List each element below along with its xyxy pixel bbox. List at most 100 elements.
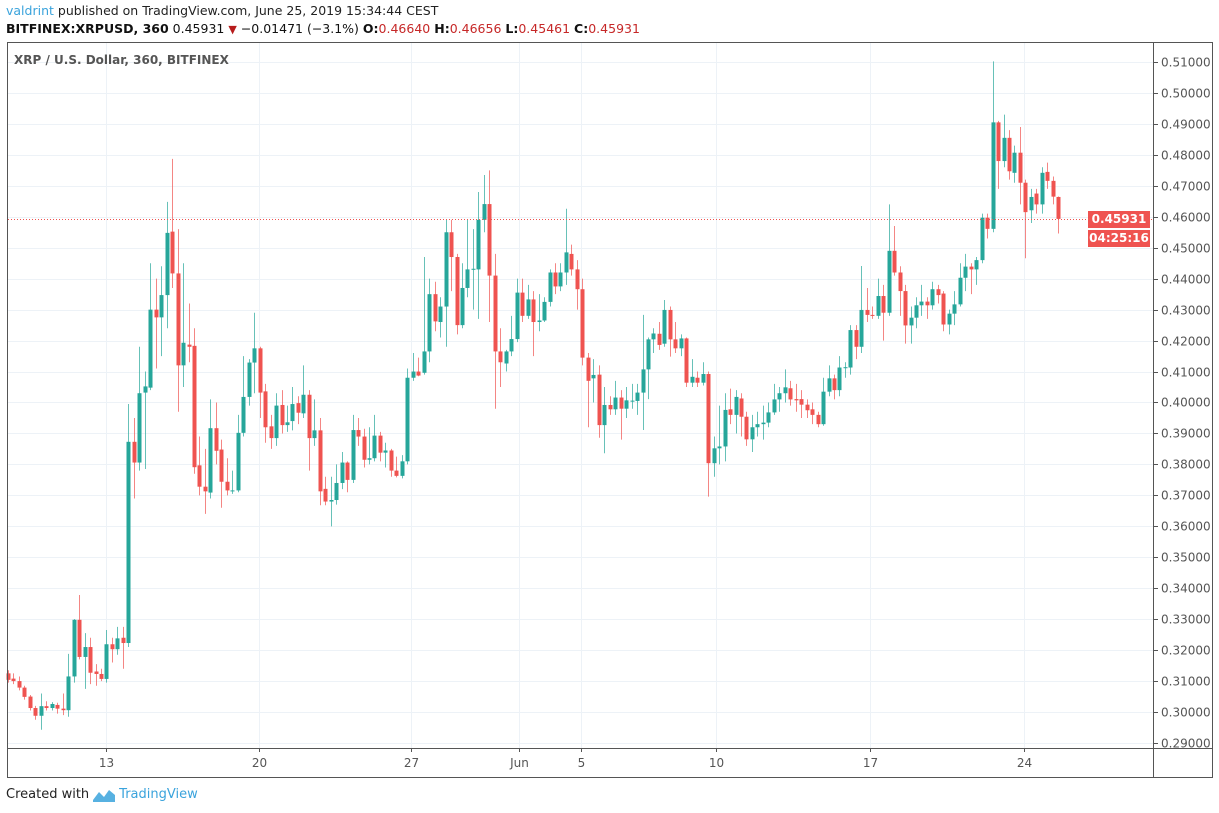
candle-down bbox=[356, 417, 361, 446]
candle-up bbox=[914, 297, 919, 329]
candle-body bbox=[6, 673, 11, 680]
candle-down bbox=[673, 322, 678, 353]
candle-down bbox=[170, 158, 175, 288]
candle-up bbox=[383, 442, 388, 468]
y-tick-label: 0.47000 bbox=[1161, 180, 1211, 194]
candle-up bbox=[465, 219, 470, 298]
candle-body bbox=[974, 260, 979, 270]
last-price-tag: 0.45931 bbox=[1088, 210, 1150, 228]
candle-down bbox=[394, 456, 399, 478]
candle-down bbox=[892, 226, 897, 276]
candle-body bbox=[132, 441, 137, 463]
candle-down bbox=[996, 120, 1001, 189]
candle-down bbox=[854, 325, 859, 360]
candle-up bbox=[777, 387, 782, 412]
candle-up bbox=[126, 404, 131, 648]
candle-body bbox=[77, 619, 82, 657]
candle-up bbox=[1029, 188, 1034, 223]
candle-body bbox=[208, 428, 213, 493]
candle-body bbox=[575, 269, 580, 290]
candle-body bbox=[148, 309, 153, 388]
candle-up bbox=[958, 263, 963, 307]
candle-body bbox=[192, 345, 197, 468]
candle-body bbox=[307, 394, 312, 439]
candle-body bbox=[214, 428, 219, 451]
candle-down bbox=[280, 390, 285, 434]
author-link[interactable]: valdrint bbox=[6, 3, 54, 18]
candle-body bbox=[1007, 137, 1012, 172]
x-tick-label: 20 bbox=[252, 756, 267, 770]
candle-down bbox=[498, 328, 503, 388]
high-value: 0.46656 bbox=[449, 21, 502, 36]
candle-body bbox=[329, 500, 334, 502]
candle-down bbox=[455, 253, 460, 335]
candle-up bbox=[859, 265, 864, 353]
high-label: H: bbox=[434, 21, 450, 36]
candle-up bbox=[651, 328, 656, 353]
candle-up bbox=[641, 314, 646, 431]
candle-up bbox=[542, 297, 547, 323]
candle-down bbox=[936, 284, 941, 304]
candle-body bbox=[1023, 182, 1028, 213]
candle-up bbox=[755, 411, 760, 437]
candle-up bbox=[285, 405, 290, 432]
candle-body bbox=[154, 309, 159, 318]
candle-down bbox=[788, 380, 793, 406]
candle-up bbox=[372, 414, 377, 462]
candle-body bbox=[564, 252, 569, 273]
candle-down bbox=[969, 263, 974, 295]
candle-body bbox=[334, 482, 339, 501]
candle-down bbox=[531, 291, 536, 357]
candle-down bbox=[728, 388, 733, 425]
candle-down bbox=[269, 414, 274, 449]
candle-body bbox=[723, 409, 728, 447]
candle-body bbox=[225, 481, 230, 491]
time-axis[interactable]: 13 20 27 Jun 5 10 17 24 bbox=[99, 748, 1032, 770]
candle-body bbox=[487, 204, 492, 276]
candle-down bbox=[362, 428, 367, 468]
candle-body bbox=[712, 448, 717, 464]
candle-body bbox=[783, 387, 788, 394]
candle-body bbox=[482, 204, 487, 220]
candle-up bbox=[887, 204, 892, 316]
candle-body bbox=[362, 436, 367, 460]
candle-body bbox=[312, 430, 317, 439]
candle-up bbox=[290, 387, 295, 431]
candle-up bbox=[717, 405, 722, 465]
candle-down bbox=[154, 278, 159, 369]
tradingview-link[interactable]: TradingView bbox=[119, 787, 198, 802]
candle-body bbox=[509, 339, 514, 352]
candle-body bbox=[33, 708, 38, 716]
candle-down bbox=[739, 393, 744, 437]
candle-body bbox=[881, 296, 886, 313]
close-label: C: bbox=[574, 21, 589, 36]
y-tick-label: 0.38000 bbox=[1161, 458, 1211, 472]
candle-body bbox=[701, 374, 706, 383]
candle-down bbox=[433, 281, 438, 332]
x-tick-label: Jun bbox=[509, 756, 529, 770]
candle-body bbox=[263, 391, 268, 428]
candle-up bbox=[919, 284, 924, 316]
candle-down bbox=[307, 390, 312, 471]
candle-body bbox=[181, 342, 186, 366]
candle-up bbox=[351, 414, 356, 483]
price-axis[interactable]: 0.29000 0.30000 0.31000 0.32000 0.33000 0.340… bbox=[1153, 56, 1211, 751]
low-value: 0.45461 bbox=[518, 21, 571, 36]
candle-body bbox=[985, 217, 990, 229]
candle-body bbox=[280, 404, 285, 426]
candle-body bbox=[241, 396, 246, 433]
y-tick-label: 0.34000 bbox=[1161, 582, 1211, 596]
candle-body bbox=[843, 367, 848, 369]
candle-body bbox=[252, 348, 257, 363]
candle-body bbox=[1045, 171, 1050, 181]
candle-body bbox=[121, 637, 126, 644]
candle-body bbox=[405, 377, 410, 462]
candle-body bbox=[963, 266, 968, 278]
candle-body bbox=[684, 338, 689, 383]
candle-body bbox=[1018, 152, 1023, 183]
last-price: 0.45931 bbox=[172, 21, 225, 36]
candle-body bbox=[706, 374, 711, 464]
candle-body bbox=[28, 696, 33, 709]
candle-body bbox=[230, 490, 235, 492]
